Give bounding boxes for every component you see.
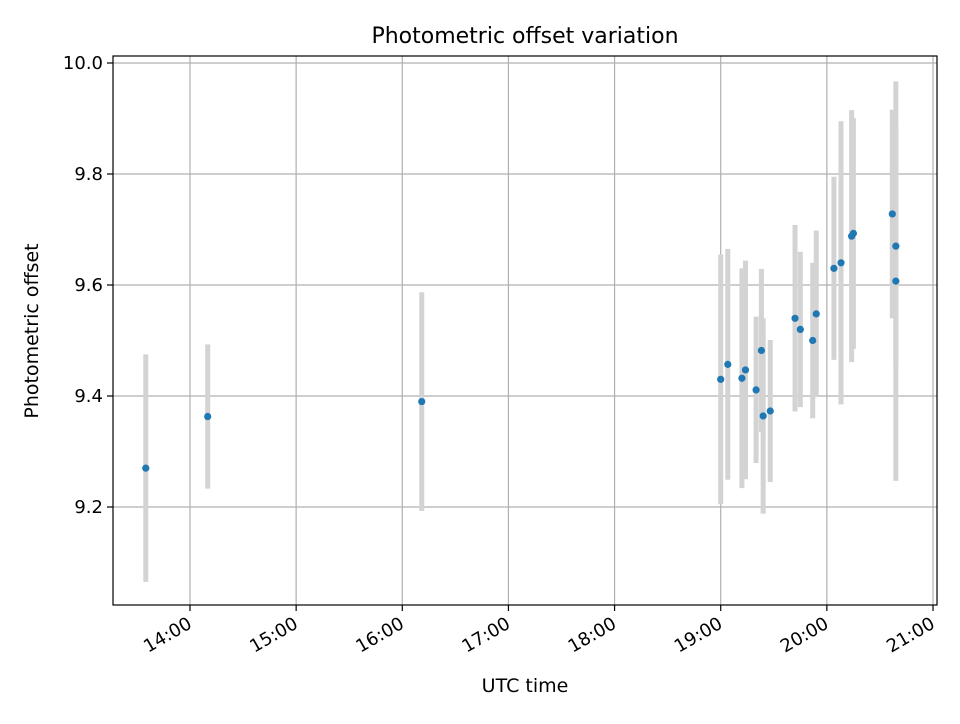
data-point <box>766 407 774 415</box>
data-point <box>812 310 820 318</box>
data-point <box>204 412 212 421</box>
data-point <box>849 229 857 237</box>
y-tick-label: 9.8 <box>74 164 103 185</box>
data-point <box>796 325 804 333</box>
data-point <box>809 336 817 345</box>
y-tick-label: 9.4 <box>74 386 103 407</box>
y-tick-label: 9.6 <box>74 275 103 296</box>
y-tick-label: 10.0 <box>63 53 103 74</box>
chart-title: Photometric offset variation <box>371 24 678 49</box>
data-point <box>759 412 767 420</box>
data-point <box>892 242 900 250</box>
data-point <box>837 259 845 267</box>
data-point <box>741 366 750 374</box>
data-point <box>717 375 725 383</box>
point-layer <box>142 210 900 472</box>
data-point <box>888 210 896 218</box>
data-point <box>418 397 426 406</box>
data-point <box>830 264 838 272</box>
data-point <box>724 360 732 368</box>
data-point <box>757 346 766 355</box>
y-tick-label: 9.2 <box>74 497 103 518</box>
y-tick-layer: 9.2 9.4 9.6 9.8 10.0 <box>63 53 113 518</box>
data-point <box>738 374 746 382</box>
x-axis-label: UTC time <box>482 675 569 697</box>
data-point <box>142 464 150 472</box>
plot-frame <box>112 55 938 606</box>
data-point <box>892 277 900 285</box>
data-point <box>791 314 799 322</box>
data-point <box>752 386 760 394</box>
y-axis-label: Photometric offset <box>21 243 43 418</box>
